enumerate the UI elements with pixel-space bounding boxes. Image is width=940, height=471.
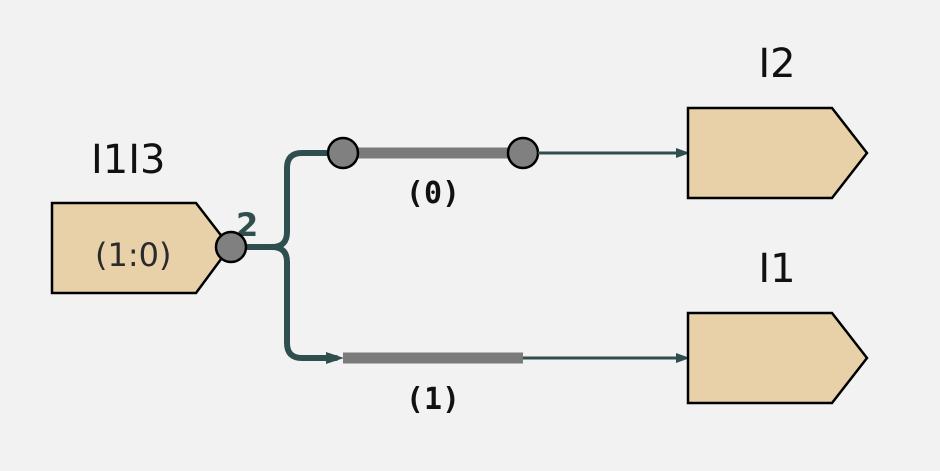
split-arrow-lower (326, 352, 344, 364)
branch-0-input-connector[interactable] (326, 136, 360, 170)
target-pin-i2-body[interactable] (686, 106, 869, 200)
source-pin-i1i3[interactable]: I1I3 (1:0) (50, 137, 232, 295)
branch-1-index-label: (1) (406, 382, 460, 417)
source-pin-body[interactable] (50, 201, 232, 295)
branch-1-arrow (676, 353, 690, 363)
branch-0-arrow (676, 148, 690, 158)
split-wire-upper[interactable] (269, 150, 345, 250)
branch-0-output-connector[interactable] (506, 136, 540, 170)
target-pin-i2[interactable]: I2 (686, 41, 869, 200)
branch-0-index-label: (0) (406, 176, 460, 211)
target-pin-i1[interactable]: I1 (686, 246, 869, 405)
branch-0[interactable]: (0) (326, 136, 690, 211)
source-pin-name: I1I3 (91, 137, 166, 183)
bus-width-label: 2 (236, 206, 258, 244)
target-pin-i1-body[interactable] (686, 311, 869, 405)
split-wire-lower[interactable] (269, 244, 339, 361)
target-pin-i2-name: I2 (758, 41, 795, 87)
target-pin-i1-name: I1 (758, 246, 795, 292)
source-pin-range: (1:0) (95, 236, 171, 274)
branch-1[interactable]: (1) (343, 352, 690, 417)
source-output-connector[interactable] (214, 230, 248, 264)
